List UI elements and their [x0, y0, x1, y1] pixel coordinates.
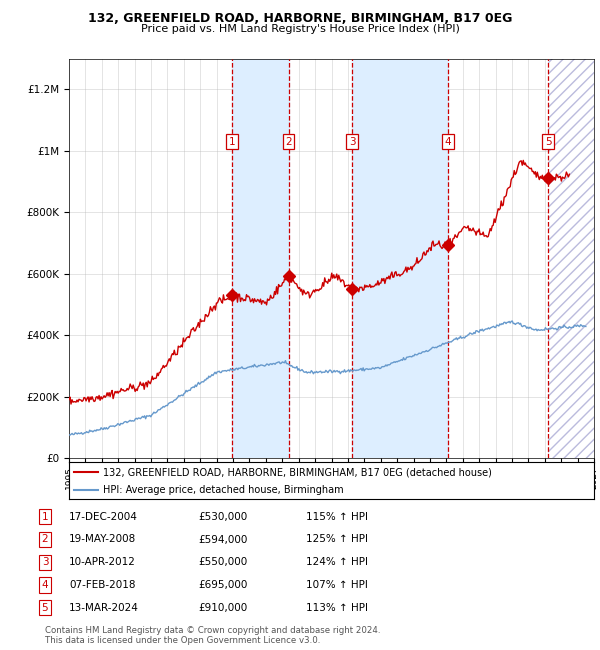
Text: 3: 3 [41, 557, 49, 567]
Text: 5: 5 [545, 136, 551, 146]
Text: 2: 2 [285, 136, 292, 146]
Text: 132, GREENFIELD ROAD, HARBORNE, BIRMINGHAM, B17 0EG (detached house): 132, GREENFIELD ROAD, HARBORNE, BIRMINGH… [103, 467, 492, 477]
Text: 4: 4 [445, 136, 451, 146]
Text: 124% ↑ HPI: 124% ↑ HPI [306, 557, 368, 567]
Text: 19-MAY-2008: 19-MAY-2008 [69, 534, 136, 545]
Text: 132, GREENFIELD ROAD, HARBORNE, BIRMINGHAM, B17 0EG: 132, GREENFIELD ROAD, HARBORNE, BIRMINGH… [88, 12, 512, 25]
Text: £910,000: £910,000 [198, 603, 247, 613]
Text: 17-DEC-2004: 17-DEC-2004 [69, 512, 138, 522]
Bar [352, 58, 448, 458]
Text: £594,000: £594,000 [198, 534, 247, 545]
Text: Price paid vs. HM Land Registry's House Price Index (HPI): Price paid vs. HM Land Registry's House … [140, 24, 460, 34]
Text: 13-MAR-2024: 13-MAR-2024 [69, 603, 139, 613]
Text: HPI: Average price, detached house, Birmingham: HPI: Average price, detached house, Birm… [103, 485, 344, 495]
Text: 5: 5 [41, 603, 49, 613]
Text: 1: 1 [41, 512, 49, 522]
Bar [548, 58, 594, 458]
Text: 10-APR-2012: 10-APR-2012 [69, 557, 136, 567]
Text: Contains HM Land Registry data © Crown copyright and database right 2024.: Contains HM Land Registry data © Crown c… [45, 626, 380, 635]
Text: 4: 4 [41, 580, 49, 590]
Text: £695,000: £695,000 [198, 580, 247, 590]
Text: 113% ↑ HPI: 113% ↑ HPI [306, 603, 368, 613]
Text: £530,000: £530,000 [198, 512, 247, 522]
Text: 125% ↑ HPI: 125% ↑ HPI [306, 534, 368, 545]
Bar [232, 58, 289, 458]
Text: 07-FEB-2018: 07-FEB-2018 [69, 580, 136, 590]
Text: 2: 2 [41, 534, 49, 545]
Text: 107% ↑ HPI: 107% ↑ HPI [306, 580, 368, 590]
Text: 3: 3 [349, 136, 356, 146]
Text: This data is licensed under the Open Government Licence v3.0.: This data is licensed under the Open Gov… [45, 636, 320, 645]
Text: £550,000: £550,000 [198, 557, 247, 567]
Text: 115% ↑ HPI: 115% ↑ HPI [306, 512, 368, 522]
Text: 1: 1 [229, 136, 236, 146]
